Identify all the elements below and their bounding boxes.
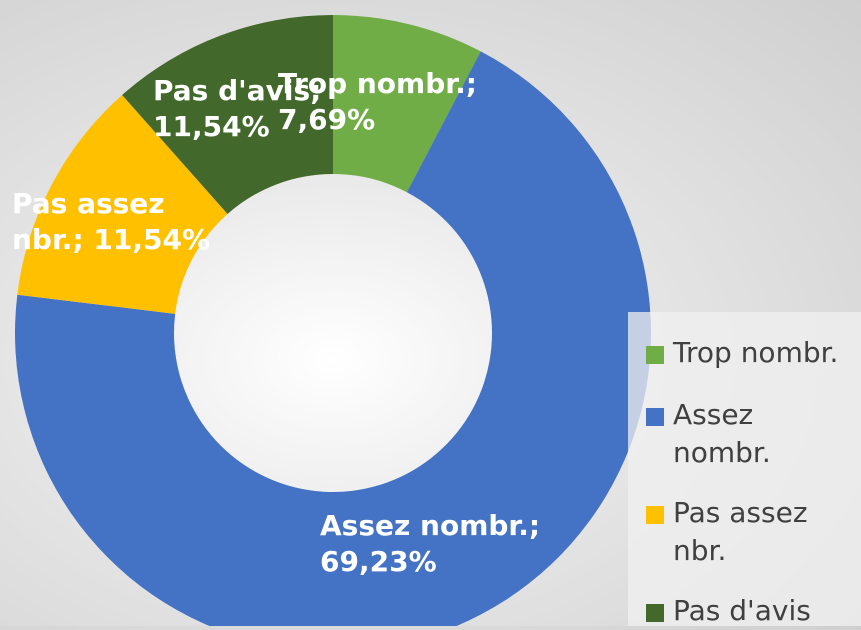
legend-swatch xyxy=(646,408,664,426)
legend-swatch xyxy=(646,604,664,622)
label-category: Trop nombr. xyxy=(278,67,466,100)
data-label: Pas assez nbr.; 11,54% xyxy=(12,186,242,258)
donut-slice xyxy=(15,51,651,626)
data-label: Trop nombr.; 7,69% xyxy=(278,66,508,138)
label-separator: ; xyxy=(72,223,84,256)
data-label: Assez nombr.; 69,23% xyxy=(320,508,590,580)
legend-item: Pas d'avis xyxy=(646,592,856,630)
label-category: Pas d'avis xyxy=(153,74,311,107)
label-value: 69,23% xyxy=(320,545,437,578)
label-value: 11,54% xyxy=(153,110,270,143)
label-separator: ; xyxy=(465,67,477,100)
label-value: 7,69% xyxy=(278,103,376,136)
legend-item: Pas assez nbr. xyxy=(646,494,856,570)
legend-item: Trop nombr. xyxy=(646,334,856,372)
legend: Trop nombr. Assez nombr. Pas assez nbr. Pas… xyxy=(628,312,861,627)
label-value: 11,54% xyxy=(93,223,211,256)
label-separator: ; xyxy=(310,74,322,107)
legend-swatch xyxy=(646,346,664,364)
label-category: Pas assez nbr. xyxy=(12,187,165,256)
legend-label: Pas assez nbr. xyxy=(673,496,808,567)
donut-slice xyxy=(333,15,481,193)
data-label: Pas d'avis; 11,54% xyxy=(153,73,348,145)
donut-slice xyxy=(122,15,333,214)
label-separator: ; xyxy=(528,509,541,542)
legend-label: Assez nombr. xyxy=(673,398,771,469)
legend-label: Trop nombr. xyxy=(673,336,839,369)
legend-label: Pas d'avis xyxy=(673,594,811,627)
legend-item: Assez nombr. xyxy=(646,396,856,472)
legend-swatch xyxy=(646,506,664,524)
donut-slice xyxy=(17,94,228,314)
label-category: Assez nombr. xyxy=(320,509,529,542)
